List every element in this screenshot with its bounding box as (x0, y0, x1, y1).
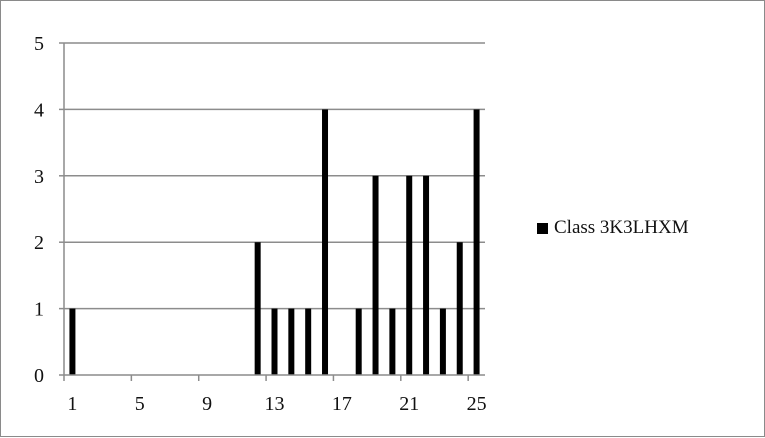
x-tick-label: 9 (202, 393, 212, 415)
y-tick-label: 0 (34, 365, 44, 387)
x-tick-label: 5 (135, 393, 145, 415)
bars (69, 109, 480, 376)
y-axis-tick-labels: 0 1 2 3 4 5 (34, 33, 44, 387)
x-tick-label: 25 (467, 393, 487, 415)
bar-23 (439, 308, 446, 375)
bar-24 (456, 242, 463, 375)
y-tick-label: 1 (34, 299, 44, 321)
bar-13 (271, 308, 278, 375)
x-axis-tick-labels: 1 5 9 13 17 21 25 (67, 393, 486, 415)
y-tick-label: 2 (34, 232, 44, 254)
gridlines (64, 42, 485, 310)
x-tick-label: 1 (67, 393, 77, 415)
x-tick-label: 17 (332, 393, 352, 415)
bar-16 (322, 109, 329, 376)
legend-swatch (537, 222, 548, 234)
y-tick-label: 3 (34, 166, 44, 188)
bar-14 (288, 308, 295, 375)
x-tick-label: 13 (265, 393, 285, 415)
y-tick-label: 4 (34, 99, 44, 121)
bar-12 (254, 242, 261, 375)
bar-19 (372, 175, 379, 375)
axes (59, 42, 485, 381)
bar-18 (355, 308, 362, 375)
bar-15 (305, 308, 312, 375)
bar-22 (423, 175, 430, 375)
legend: Class 3K3LHXM (537, 217, 689, 239)
y-tick-label: 5 (34, 33, 44, 55)
legend-label: Class 3K3LHXM (554, 217, 689, 238)
bar-21 (406, 175, 413, 375)
bar-1 (69, 308, 76, 375)
bar-20 (389, 308, 396, 375)
x-tick-label: 21 (399, 393, 419, 415)
bar-25 (473, 109, 480, 376)
